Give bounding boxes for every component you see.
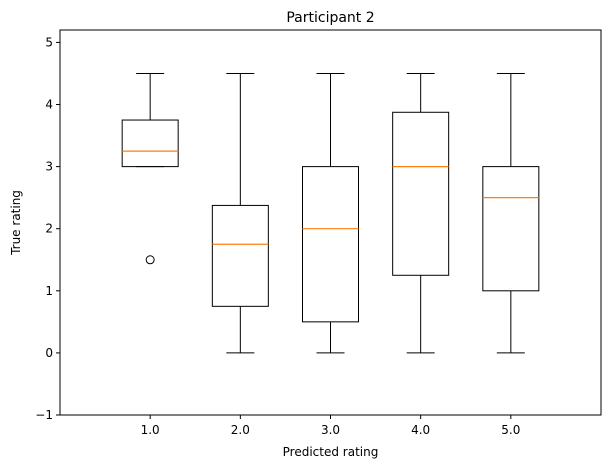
x-axis: 1.0 2.0 3.0 4.0 5.0 <box>141 415 520 437</box>
box-5-0 <box>482 72 540 354</box>
box-series <box>121 72 540 354</box>
y-tick-label: 5 <box>45 35 53 49</box>
y-tick-label: 2 <box>45 222 53 236</box>
y-tick-label: −1 <box>35 408 53 422</box>
box-2-0 <box>211 72 269 354</box>
box-iqr <box>392 111 450 276</box>
x-tick-label: 4.0 <box>411 423 430 437</box>
chart-title: Participant 2 <box>286 10 374 26</box>
x-tick-label: 5.0 <box>501 423 520 437</box>
x-tick-label: 2.0 <box>231 423 250 437</box>
box-4-0 <box>392 72 450 354</box>
box-1-0 <box>121 72 179 265</box>
y-tick-label: 4 <box>45 98 53 112</box>
x-tick-label: 1.0 <box>141 423 160 437</box>
y-axis: −1 0 1 2 3 4 5 <box>35 35 60 422</box>
box-3-0 <box>302 72 359 354</box>
outlier-point <box>145 255 155 265</box>
y-tick-label: 0 <box>45 346 53 360</box>
box-iqr <box>482 166 540 292</box>
x-tick-label: 3.0 <box>321 423 340 437</box>
box-iqr <box>121 119 179 168</box>
y-axis-label: True rating <box>9 190 23 256</box>
x-axis-label: Predicted rating <box>283 445 379 459</box>
box-iqr <box>211 204 269 307</box>
box-iqr <box>302 166 359 323</box>
y-tick-label: 1 <box>45 284 53 298</box>
y-tick-label: 3 <box>45 160 53 174</box>
